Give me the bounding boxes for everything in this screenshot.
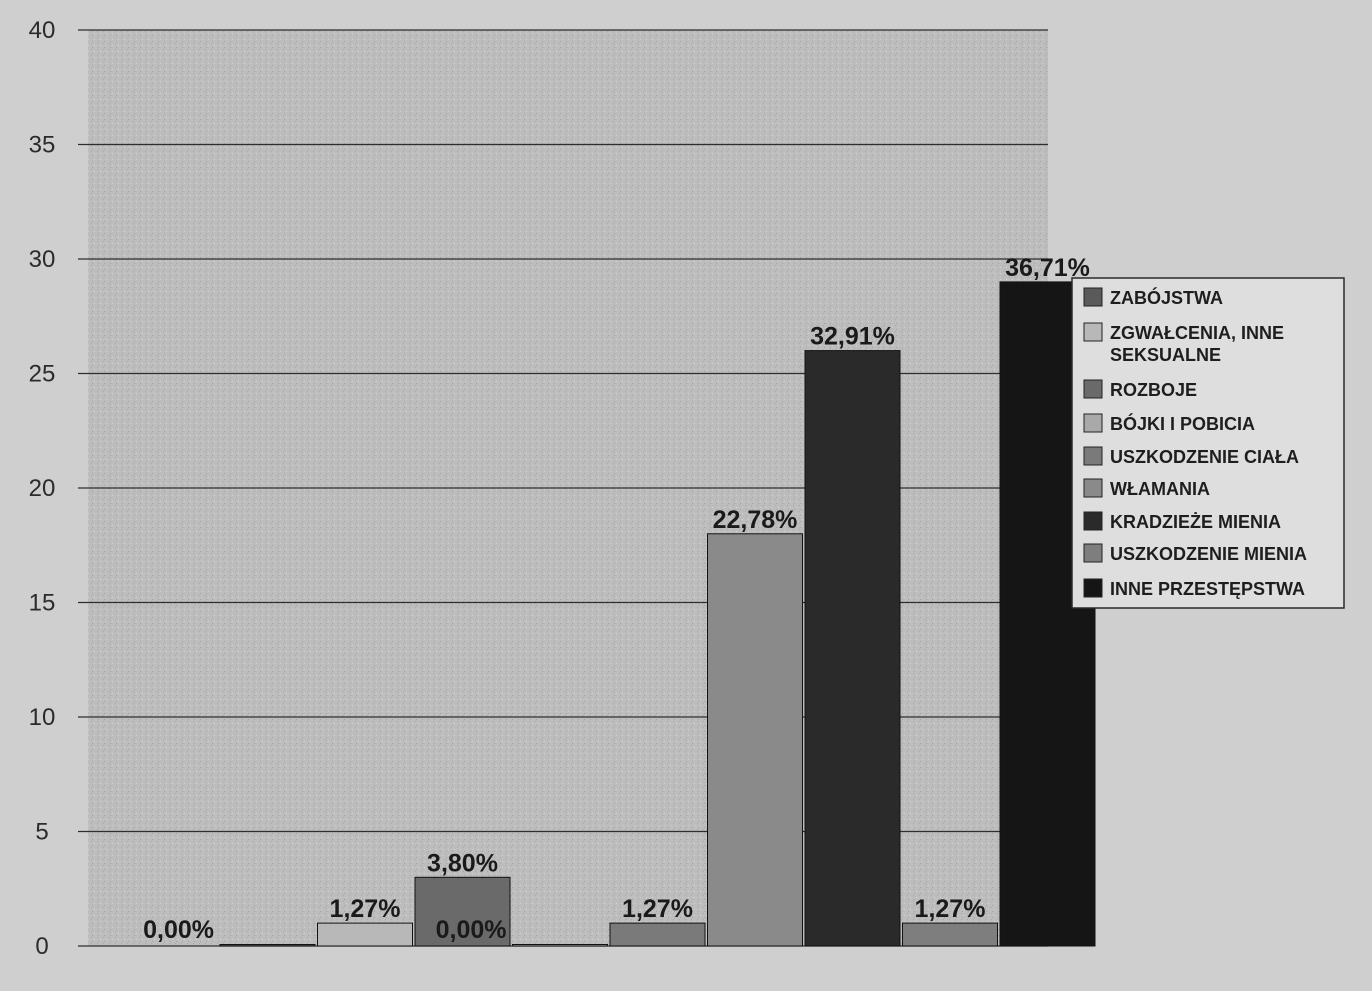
bar bbox=[902, 922, 998, 947]
legend-swatch bbox=[1083, 478, 1103, 498]
legend-label: USZKODZENIE CIAŁA bbox=[1110, 447, 1299, 467]
data-label: 0,00% bbox=[436, 916, 507, 944]
y-tick-label: 15 bbox=[29, 590, 56, 617]
data-labels: 0,00% 1,27% 3,80% 0,00% 1,27% 22,78% 32,91% 1,2… bbox=[143, 254, 1090, 944]
y-axis: 0 5 10 15 20 25 30 35 40 bbox=[29, 17, 56, 960]
y-tick-label: 25 bbox=[29, 361, 56, 388]
bar bbox=[512, 944, 608, 947]
legend-swatch bbox=[1083, 446, 1103, 466]
data-label: 36,71% bbox=[1005, 254, 1090, 282]
legend-label: KRADZIEŻE MIENIA bbox=[1110, 512, 1281, 532]
data-label: 1,27% bbox=[622, 895, 693, 923]
legend-label: BÓJKI I POBICIA bbox=[1110, 413, 1255, 434]
legend-label: ROZBOJE bbox=[1110, 380, 1197, 400]
y-tick-label: 20 bbox=[29, 475, 56, 502]
bar bbox=[707, 533, 803, 947]
bar bbox=[609, 922, 706, 947]
data-label: 3,80% bbox=[427, 849, 498, 877]
data-label: 32,91% bbox=[810, 323, 895, 351]
legend-swatch bbox=[1083, 413, 1103, 433]
legend-label: WŁAMANIA bbox=[1110, 479, 1210, 499]
legend-box bbox=[1071, 277, 1345, 609]
legend-swatch bbox=[1083, 322, 1103, 342]
bar bbox=[317, 922, 413, 947]
legend-swatch bbox=[1083, 511, 1103, 531]
legend-swatch bbox=[1083, 578, 1103, 598]
legend-swatch bbox=[1083, 287, 1103, 307]
bar bbox=[414, 876, 511, 947]
legend-swatch bbox=[1083, 543, 1103, 563]
y-tick-label: 35 bbox=[29, 132, 56, 159]
y-tick-label: 30 bbox=[29, 246, 56, 273]
data-label: 22,78% bbox=[713, 506, 798, 534]
legend-label: USZKODZENIE MIENIA bbox=[1110, 544, 1307, 564]
bar bbox=[804, 350, 901, 947]
legend-label: INNE PRZESTĘPSTWA bbox=[1110, 579, 1305, 599]
data-label: 1,27% bbox=[330, 895, 401, 923]
data-label: 0,00% bbox=[143, 916, 214, 944]
legend-label: ZABÓJSTWA bbox=[1110, 287, 1223, 308]
y-tick-label: 40 bbox=[29, 17, 56, 44]
legend-label: ZGWAŁCENIA, INNE bbox=[1110, 323, 1284, 343]
data-label: 1,27% bbox=[915, 895, 986, 923]
y-tick-label: 0 bbox=[35, 933, 48, 960]
bar-series bbox=[219, 281, 1096, 947]
y-tick-label: 5 bbox=[35, 819, 48, 846]
y-tick-label: 10 bbox=[29, 704, 56, 731]
legend-swatch bbox=[1083, 379, 1103, 399]
legend-label-continued: SEKSUALNE bbox=[1110, 345, 1221, 365]
bar bbox=[219, 944, 316, 947]
